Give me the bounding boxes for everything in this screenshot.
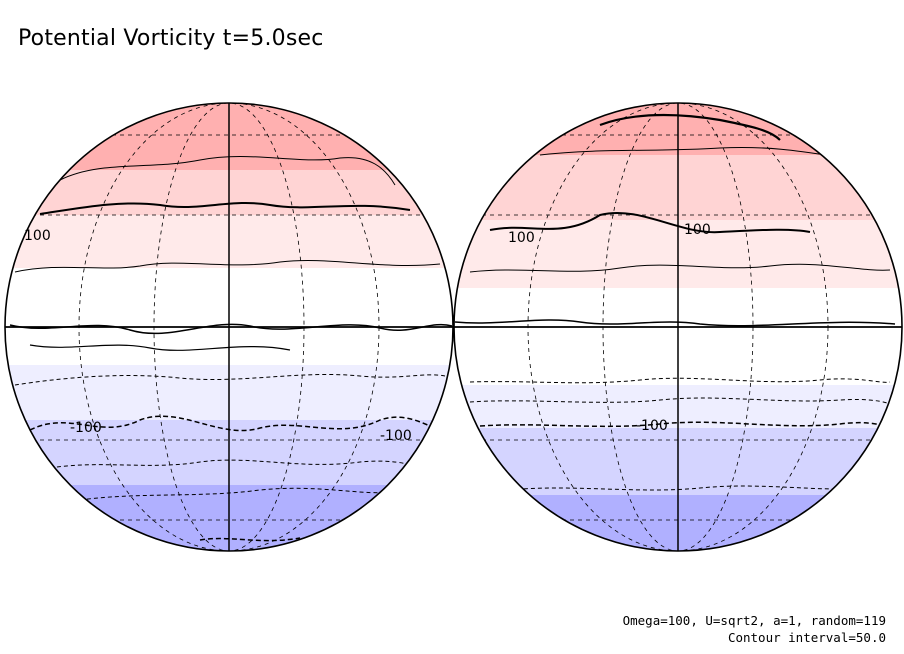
band-negative-strong [454,495,902,551]
contour-line [29,415,441,432]
contour-line [14,260,441,273]
right-globe-outline [453,102,903,552]
contour-line [454,319,896,327]
right-hemisphere: 100 100 -100 [453,102,903,552]
band-positive-mid [5,170,453,220]
band-positive-strong [454,103,902,160]
contour-line [479,421,891,429]
band-negative-strong [5,485,453,551]
contour-line [14,374,446,386]
contour-line [79,487,401,501]
plot-title: Potential Vorticity t=5.0sec [18,26,324,51]
contour-label: 100 [684,222,711,238]
band-negative-weak [454,385,902,430]
contour-interval-text: Contour interval=50.0 [727,630,886,645]
contour-line [469,263,891,273]
contour-line [199,537,301,542]
plot-footer: Omega=100, U=sqrt2, a=1, random=119 Cont… [623,612,886,646]
band-positive-weak [5,215,453,270]
contour-label: 100 [24,228,51,244]
parameter-text: Omega=100, U=sqrt2, a=1, random=119 [622,613,886,628]
contour-line [9,323,453,335]
contour-line [469,397,891,405]
contour-line [29,344,291,351]
band-zero [5,268,453,368]
contour-line [49,459,431,471]
contour-label: -100 [70,420,102,436]
contour-line [39,202,411,215]
contour-label: -100 [380,428,412,444]
contour-line [489,211,811,234]
contour-line [509,485,861,491]
contour-label: 100 [508,230,535,246]
band-negative-mid [454,428,902,498]
contour-line [599,113,781,141]
left-hemisphere: 100 -100 -100 [4,102,454,552]
band-zero [454,288,902,388]
contour-line [59,155,396,186]
contour-label: -100 [636,418,668,434]
band-negative-weak [5,365,453,425]
left-globe-outline [4,102,454,552]
band-positive-mid [454,155,902,225]
